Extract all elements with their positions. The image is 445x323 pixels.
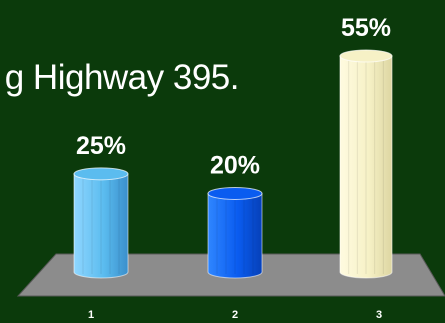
question-text: g Highway 395. — [0, 52, 445, 112]
data-label-2: 20% — [210, 151, 260, 179]
category-label-2: 2 — [232, 309, 238, 321]
bar-body — [207, 192, 263, 279]
bar-top — [207, 186, 263, 200]
bar-2 — [207, 186, 263, 279]
bar-body — [339, 55, 393, 279]
question-fragment: g Highway 395. — [4, 58, 240, 97]
bar-3 — [339, 49, 393, 279]
bar-top — [73, 167, 129, 181]
category-label-1: 1 — [88, 309, 94, 321]
bar-body — [73, 173, 129, 279]
bar-1 — [73, 167, 129, 279]
data-label-3: 55% — [341, 14, 391, 42]
data-label-1: 25% — [76, 132, 126, 160]
category-label-3: 3 — [376, 309, 382, 321]
bar-top — [339, 49, 393, 63]
